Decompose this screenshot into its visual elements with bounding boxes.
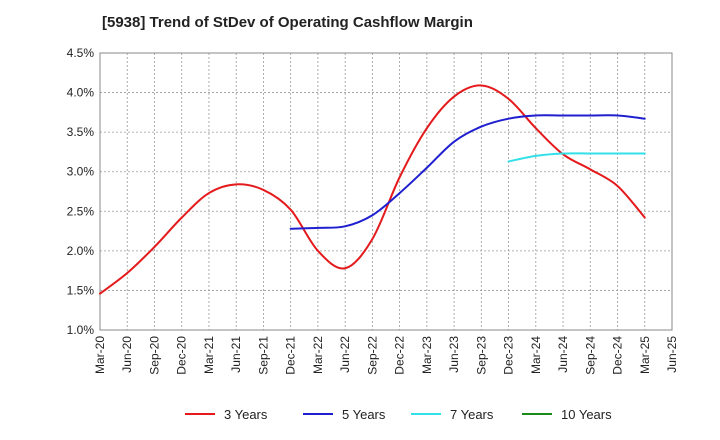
series-line-3-years xyxy=(99,84,646,295)
x-tick-label: Sep-24 xyxy=(583,336,597,375)
legend-label-3-years: 3 Years xyxy=(224,407,268,422)
x-tick-label: Jun-21 xyxy=(229,336,243,373)
legend-label-5-years: 5 Years xyxy=(342,407,386,422)
y-tick-label: 2.5% xyxy=(67,204,95,218)
x-tick-label: Mar-20 xyxy=(93,336,107,374)
x-tick-label: Mar-25 xyxy=(638,336,652,374)
x-tick-label: Dec-21 xyxy=(284,336,298,375)
plot-area xyxy=(100,53,672,330)
series-line-5-years xyxy=(289,114,646,230)
x-tick-label: Mar-21 xyxy=(202,336,216,374)
y-tick-label: 3.0% xyxy=(67,165,95,179)
plot-frame xyxy=(99,52,673,331)
series-line-7-years xyxy=(507,152,646,163)
x-tick-label: Mar-23 xyxy=(420,336,434,374)
x-tick-label: Jun-22 xyxy=(338,336,352,373)
x-tick-label: Sep-21 xyxy=(256,336,270,375)
y-tick-label: 2.0% xyxy=(67,244,95,258)
x-tick-label: Dec-22 xyxy=(393,336,407,375)
x-tick-label: Sep-23 xyxy=(474,336,488,375)
y-tick-label: 3.5% xyxy=(67,125,95,139)
x-tick-label: Jun-25 xyxy=(665,336,679,373)
y-tick-label: 4.0% xyxy=(67,86,95,100)
legend-label-7-years: 7 Years xyxy=(450,407,494,422)
x-tick-label: Mar-24 xyxy=(529,336,543,374)
x-tick-label: Sep-20 xyxy=(147,336,161,375)
x-tick-label: Dec-24 xyxy=(611,336,625,375)
x-tick-label: Dec-20 xyxy=(175,336,189,375)
x-tick-label: Jun-20 xyxy=(120,336,134,373)
x-tick-label: Dec-23 xyxy=(502,336,516,375)
y-tick-label: 1.5% xyxy=(67,283,95,297)
x-tick-label: Jun-24 xyxy=(556,336,570,373)
chart-title: [5938] Trend of StDev of Operating Cashf… xyxy=(102,14,473,31)
y-tick-label: 1.0% xyxy=(67,323,95,337)
x-tick-label: Sep-22 xyxy=(365,336,379,375)
x-tick-label: Jun-23 xyxy=(447,336,461,373)
y-tick-label: 4.5% xyxy=(67,46,95,60)
x-tick-label: Mar-22 xyxy=(311,336,325,374)
legend-label-10-years: 10 Years xyxy=(561,407,612,422)
